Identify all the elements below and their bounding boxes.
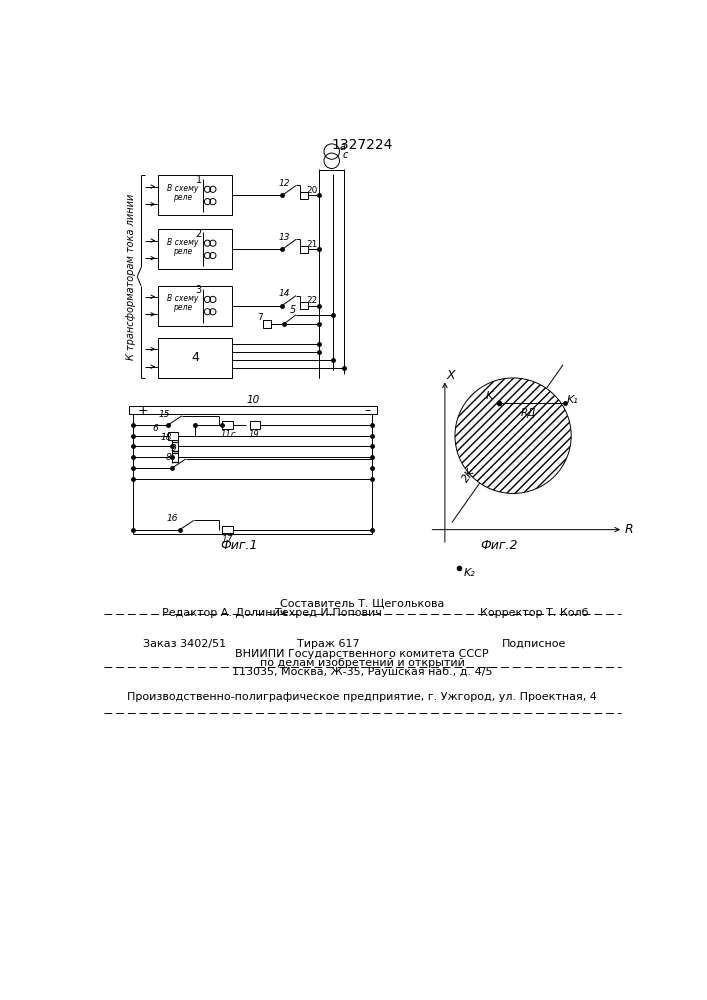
Text: K₂: K₂ (464, 568, 476, 578)
Text: Заказ 3402/51: Заказ 3402/51 (143, 639, 226, 649)
Text: 19: 19 (249, 430, 259, 439)
Text: Техред И.Попович: Техред И.Попович (275, 608, 382, 618)
Text: 7: 7 (257, 313, 263, 322)
Text: Фиг.1: Фиг.1 (221, 539, 258, 552)
Text: 18: 18 (160, 433, 172, 442)
Text: реле: реле (173, 193, 192, 202)
Text: Производственно-полиграфическое предприятие, г. Ужгород, ул. Проектная, 4: Производственно-полиграфическое предприя… (127, 692, 597, 702)
Text: 13: 13 (279, 233, 290, 242)
Text: 21: 21 (306, 240, 317, 249)
Text: В схему: В схему (167, 184, 198, 193)
Text: –: – (364, 404, 370, 417)
Bar (300, 302, 308, 309)
Text: 3: 3 (196, 285, 201, 295)
Text: Подписное: Подписное (502, 639, 566, 649)
Text: Тираж 617: Тираж 617 (298, 639, 360, 649)
Bar (223, 421, 233, 429)
Text: 6: 6 (152, 424, 158, 433)
Text: 10: 10 (246, 395, 259, 405)
Text: 12: 12 (279, 179, 290, 188)
Text: a: a (339, 142, 346, 152)
Bar (158, 338, 232, 378)
Text: 2: 2 (196, 229, 201, 239)
Text: реле: реле (173, 247, 192, 256)
Text: c: c (343, 150, 349, 160)
Text: 4: 4 (191, 351, 199, 364)
Text: 14: 14 (279, 289, 290, 298)
Circle shape (455, 378, 571, 493)
Text: 11: 11 (220, 430, 231, 439)
Text: c: c (230, 430, 235, 439)
Text: 22: 22 (306, 296, 317, 305)
Bar (158, 229, 232, 269)
Text: K: K (486, 391, 493, 401)
Bar (300, 246, 308, 253)
Text: 1: 1 (196, 175, 201, 185)
Text: R: R (625, 523, 633, 536)
Text: 9: 9 (171, 444, 177, 453)
Bar (158, 286, 232, 326)
Bar (263, 320, 271, 328)
Text: 2K: 2K (460, 466, 477, 484)
Text: Фиг.2: Фиг.2 (480, 539, 518, 552)
Text: +: + (138, 404, 148, 417)
Bar (250, 421, 259, 429)
Text: K₁: K₁ (567, 395, 578, 405)
Text: 1327224: 1327224 (332, 138, 392, 152)
Text: Составитель Т. Щеголькова: Составитель Т. Щеголькова (280, 599, 444, 609)
Text: реле: реле (173, 303, 192, 312)
Text: 17: 17 (221, 535, 233, 544)
Text: 5: 5 (290, 305, 296, 315)
Text: 15: 15 (158, 410, 170, 419)
Bar (168, 432, 177, 440)
Text: Редактор А. Долинич: Редактор А. Долинич (162, 608, 286, 618)
Text: Корректор Т. Колб: Корректор Т. Колб (480, 608, 588, 618)
Bar (158, 175, 232, 215)
Text: X: X (447, 369, 455, 382)
Bar (300, 192, 308, 199)
Text: по делам изобретений и открытий: по делам изобретений и открытий (259, 658, 464, 668)
Text: RД: RД (520, 408, 536, 418)
Text: В схему: В схему (167, 294, 198, 303)
Text: 8: 8 (165, 453, 171, 462)
Text: 113035, Москва, Ж-35, Раушская наб., д. 4/5: 113035, Москва, Ж-35, Раушская наб., д. … (232, 667, 492, 677)
Bar (129, 406, 377, 414)
Bar (223, 526, 233, 533)
Text: В схему: В схему (167, 238, 198, 247)
Text: 16: 16 (166, 514, 178, 523)
Text: ВНИИПИ Государственного комитета СССР: ВНИИПИ Государственного комитета СССР (235, 649, 489, 659)
Text: К трансформаторам тока линии: К трансформаторам тока линии (126, 194, 136, 360)
Text: 20: 20 (306, 186, 317, 195)
